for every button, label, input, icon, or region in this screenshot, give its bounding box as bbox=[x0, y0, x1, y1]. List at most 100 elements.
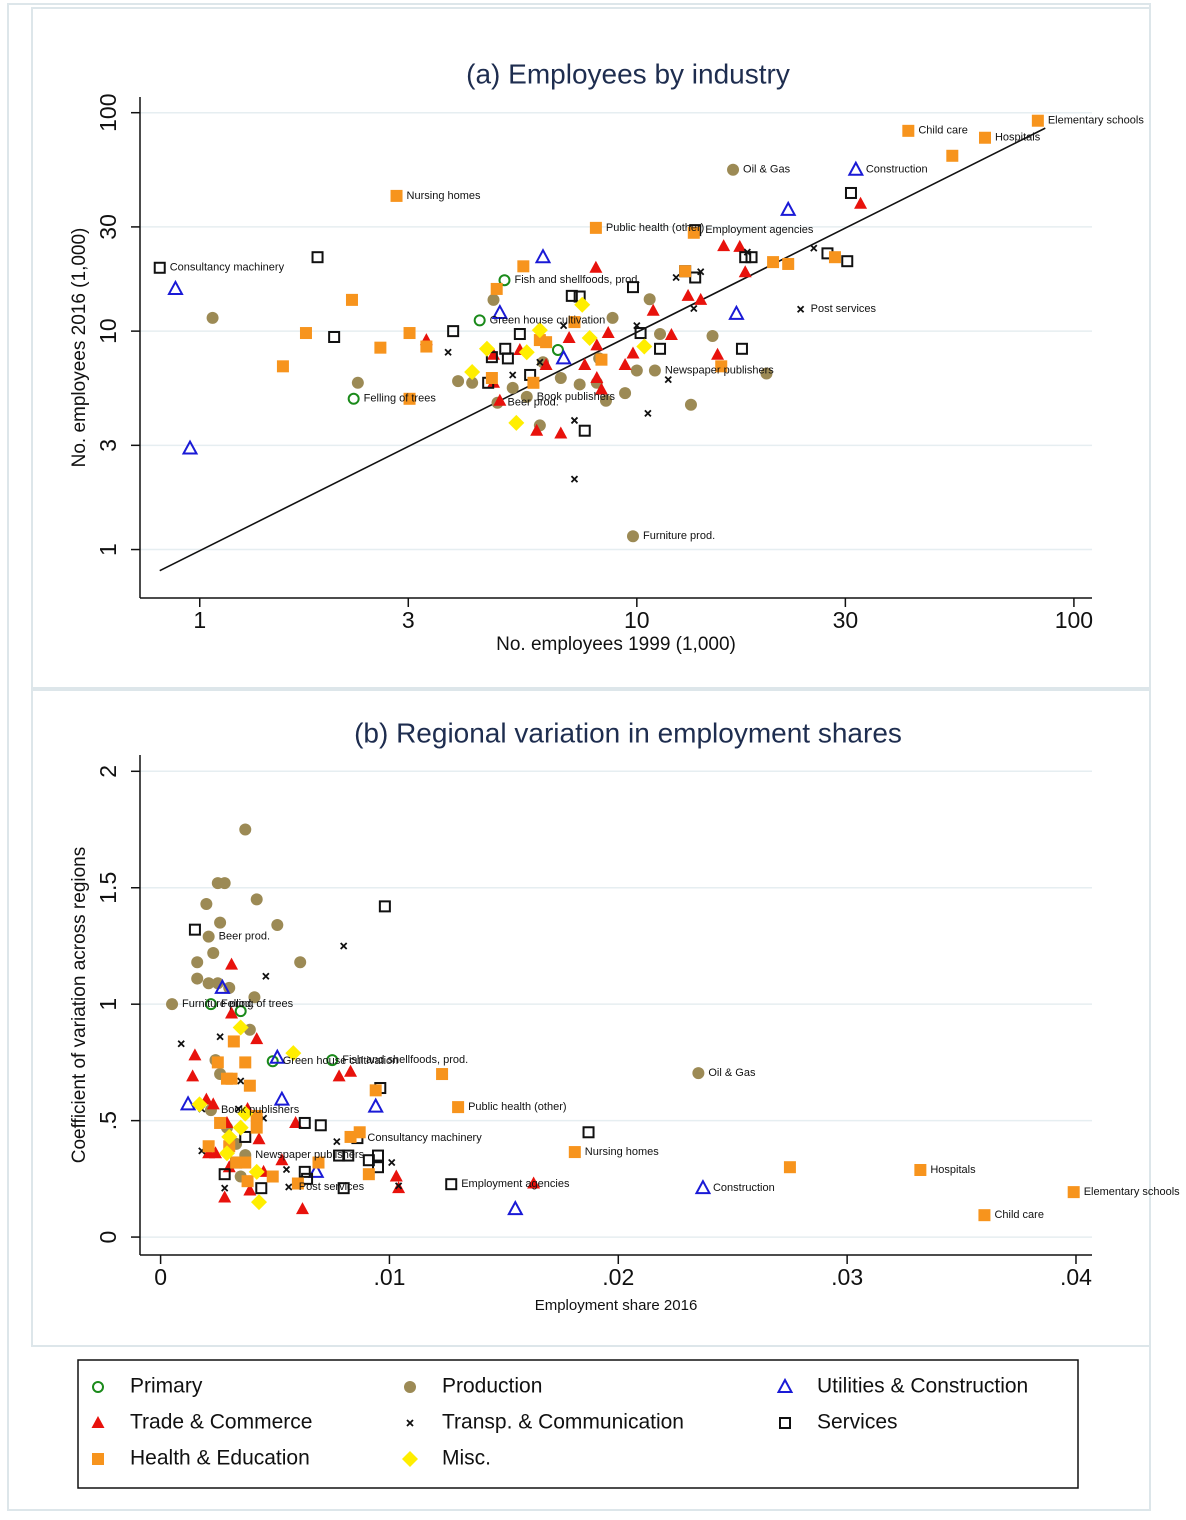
point bbox=[250, 1109, 263, 1122]
point bbox=[347, 392, 360, 405]
point bbox=[1031, 114, 1044, 127]
point bbox=[578, 357, 592, 370]
point bbox=[506, 381, 519, 394]
point-label: Child care bbox=[994, 1209, 1044, 1221]
point bbox=[782, 257, 795, 270]
point bbox=[328, 330, 341, 343]
point bbox=[389, 1169, 403, 1182]
point bbox=[513, 328, 526, 341]
point bbox=[225, 1072, 238, 1085]
point bbox=[672, 273, 680, 282]
point bbox=[507, 1200, 524, 1216]
point bbox=[715, 360, 728, 373]
point bbox=[694, 292, 708, 305]
point bbox=[914, 1163, 927, 1176]
point bbox=[372, 1149, 384, 1162]
point bbox=[232, 1119, 249, 1136]
point-label: Green house cultivation bbox=[283, 1055, 399, 1067]
point bbox=[188, 923, 201, 936]
point bbox=[690, 304, 698, 313]
legend-label: Primary bbox=[130, 1375, 203, 1398]
y-tick-label: 3 bbox=[95, 439, 121, 452]
legend-marker bbox=[779, 1417, 791, 1429]
x-tick-label: 30 bbox=[833, 607, 859, 633]
point bbox=[218, 1190, 232, 1203]
point bbox=[403, 327, 416, 340]
point bbox=[595, 353, 608, 366]
point-label: Public health (other) bbox=[606, 222, 704, 234]
point bbox=[739, 251, 752, 264]
point bbox=[214, 1116, 227, 1129]
point bbox=[501, 352, 514, 365]
legend-label: Services bbox=[817, 1411, 898, 1434]
point-label: Construction bbox=[866, 164, 928, 176]
point bbox=[271, 919, 284, 932]
point bbox=[539, 357, 553, 370]
point bbox=[573, 378, 586, 391]
point bbox=[760, 367, 773, 380]
point bbox=[255, 1182, 268, 1195]
point bbox=[517, 260, 530, 273]
point bbox=[177, 1040, 185, 1048]
point bbox=[644, 409, 652, 418]
point-label: Book publishers bbox=[221, 1104, 300, 1116]
point bbox=[478, 340, 495, 357]
point bbox=[202, 977, 215, 990]
point bbox=[237, 1077, 245, 1085]
point bbox=[234, 1005, 247, 1018]
legend-marker bbox=[91, 1416, 105, 1428]
point bbox=[202, 1140, 215, 1153]
point bbox=[204, 998, 217, 1011]
point bbox=[285, 1183, 293, 1191]
point bbox=[626, 281, 639, 294]
point bbox=[342, 1149, 355, 1162]
x-tick-label: .04 bbox=[1060, 1264, 1092, 1290]
point-label: Post services bbox=[299, 1181, 365, 1193]
legend-marker bbox=[402, 1451, 418, 1467]
point bbox=[582, 1126, 595, 1139]
point bbox=[248, 1163, 265, 1180]
point bbox=[493, 393, 507, 406]
point bbox=[508, 414, 525, 431]
point bbox=[687, 226, 700, 239]
point bbox=[392, 1181, 406, 1194]
point bbox=[555, 349, 572, 365]
point bbox=[681, 288, 695, 301]
point-label: Beer prod. bbox=[219, 931, 270, 943]
point bbox=[394, 1182, 403, 1190]
point bbox=[694, 1179, 712, 1195]
point bbox=[518, 344, 535, 361]
point bbox=[299, 327, 312, 340]
point bbox=[153, 261, 166, 274]
point bbox=[527, 1176, 541, 1189]
point bbox=[783, 1161, 796, 1174]
point bbox=[810, 244, 818, 252]
point bbox=[559, 321, 568, 330]
x-tick-label: 10 bbox=[624, 607, 650, 633]
point bbox=[554, 372, 567, 385]
point-label: Newspaper publishers bbox=[255, 1149, 364, 1161]
point bbox=[636, 338, 653, 355]
point bbox=[420, 340, 433, 353]
point bbox=[374, 341, 387, 354]
point-label: Hospitals bbox=[995, 132, 1041, 144]
point bbox=[527, 376, 540, 389]
point bbox=[452, 1101, 465, 1114]
point bbox=[664, 375, 672, 384]
point bbox=[241, 1175, 254, 1188]
point bbox=[509, 371, 517, 379]
point bbox=[444, 348, 452, 356]
point bbox=[250, 893, 263, 906]
point bbox=[589, 260, 603, 273]
point bbox=[378, 900, 391, 913]
point bbox=[436, 1068, 449, 1081]
point bbox=[251, 1194, 267, 1211]
point bbox=[337, 1182, 350, 1195]
legend-label: Utilities & Construction bbox=[817, 1375, 1028, 1398]
chart-title: (a) Employees by industry bbox=[466, 58, 790, 89]
point-label: Child care bbox=[918, 125, 968, 137]
point bbox=[369, 1084, 382, 1097]
point bbox=[191, 1096, 208, 1113]
point-label: Book publishers bbox=[537, 391, 616, 403]
